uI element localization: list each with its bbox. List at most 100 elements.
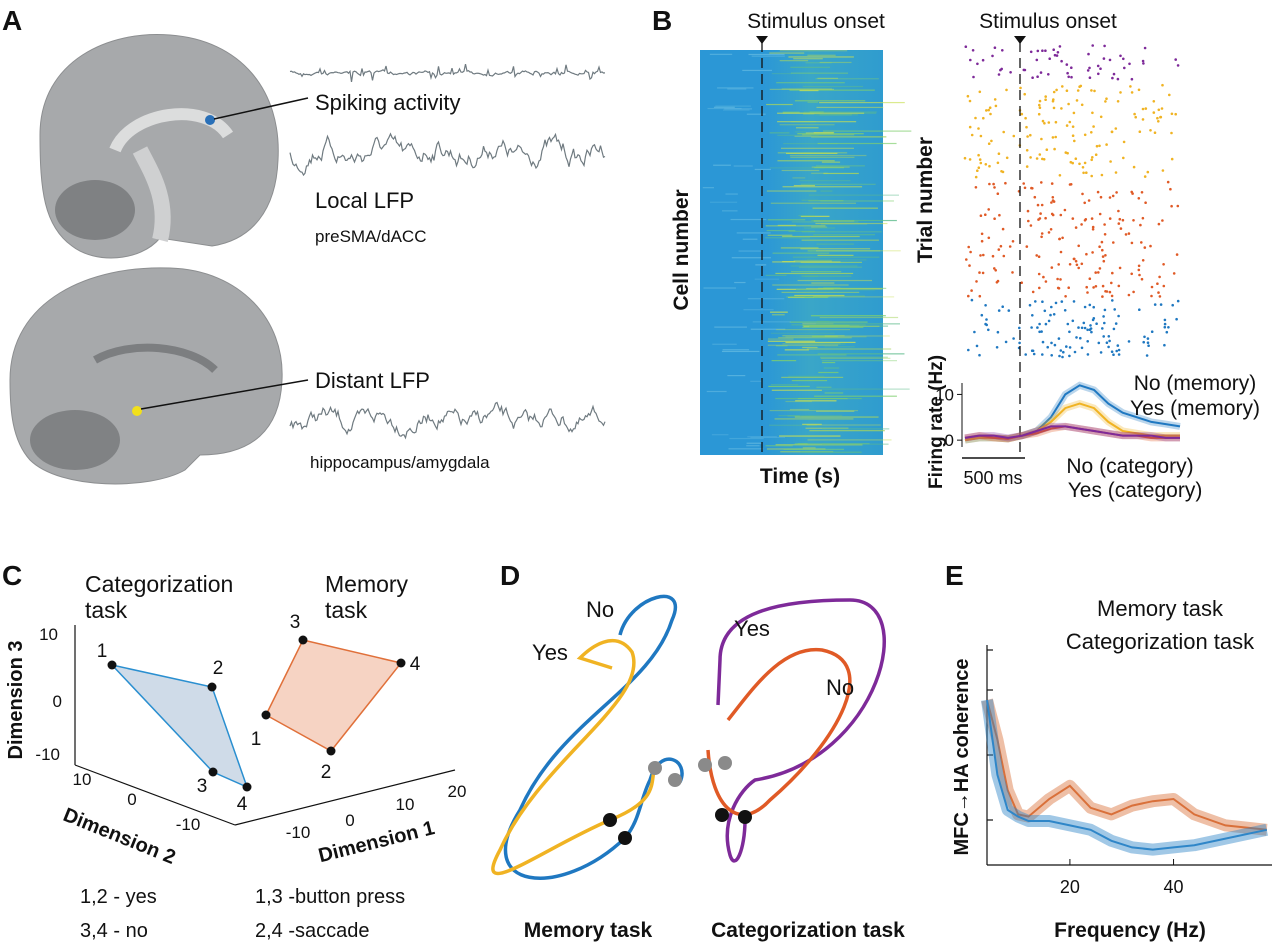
spike-dot (985, 318, 988, 321)
spike-dot (1085, 285, 1088, 289)
heatmap-streak (734, 281, 746, 284)
spike-dot (1152, 111, 1156, 114)
spike-dot (1127, 340, 1131, 343)
spike-dot (993, 186, 996, 189)
heatmap-streak (806, 348, 892, 350)
spike-dot (1117, 348, 1121, 352)
spike-dot (972, 75, 975, 79)
heatmap-streak (816, 165, 865, 167)
spike-dot (1041, 353, 1044, 356)
heatmap-streak (712, 343, 737, 345)
heatmap-streak (811, 172, 828, 174)
spike-dot (1117, 314, 1120, 318)
spike-dot (1050, 201, 1053, 204)
spike-dot (1127, 293, 1131, 297)
heatmap-streak (755, 264, 767, 266)
spike-dot (1099, 67, 1102, 70)
spike-dot (1130, 241, 1134, 245)
spike-dot (1058, 354, 1061, 358)
heatmap-streak (811, 226, 828, 228)
spike-dot (987, 208, 990, 211)
spike-dot (979, 134, 983, 138)
legend-entry: No (category) (1066, 455, 1193, 478)
spike-dot (987, 328, 990, 332)
spike-dot (1090, 158, 1093, 162)
heatmap-streak (800, 215, 830, 217)
spike-dot (994, 269, 997, 272)
tick-label: -10 (176, 815, 201, 834)
spike-dot (1049, 228, 1053, 231)
spike-dot (1143, 335, 1146, 339)
spike-dot (1040, 330, 1043, 333)
heatmap-streak (766, 103, 793, 106)
spike-dot (1002, 130, 1005, 134)
heatmap (700, 50, 883, 455)
spike-dot (1113, 308, 1116, 311)
heatmap-streak (815, 323, 900, 325)
onset-marker (756, 36, 768, 44)
spike-dot (1146, 337, 1150, 340)
spike-dot (1080, 326, 1084, 330)
heatmap-streak (800, 343, 846, 345)
spike-dot (1030, 186, 1033, 190)
panel-label: B (652, 5, 672, 36)
heatmap-streak (817, 353, 905, 355)
spike-dot (1047, 231, 1051, 234)
spike-dot (997, 152, 1001, 155)
heatmap-streak (779, 124, 835, 126)
categorization-polygon (109, 663, 249, 789)
heatmap-streak (820, 190, 833, 192)
spike-dot (1052, 106, 1056, 110)
heatmap-streak (781, 169, 820, 172)
spike-dot (1088, 66, 1091, 70)
heatmap-streak (813, 296, 895, 298)
spike-dot (1098, 245, 1101, 248)
spike-dot (984, 304, 987, 307)
heatmap-streak (799, 180, 851, 182)
spike-dot (1075, 99, 1079, 102)
spike-dot (1042, 275, 1045, 279)
heatmap-streak (728, 448, 764, 450)
spike-dot (1020, 281, 1023, 285)
spike-dot (975, 280, 978, 283)
heatmap-streak (821, 388, 910, 390)
spike-dot (1130, 77, 1134, 81)
spike-dot (1137, 268, 1141, 272)
spike-dot (1141, 118, 1145, 121)
spike-dot (1038, 106, 1042, 109)
polygon-vertices (107, 635, 406, 792)
spike-dot (1005, 156, 1009, 160)
spike-dot (1159, 115, 1163, 119)
spike-dot (1170, 204, 1173, 208)
spike-dot (1066, 322, 1070, 326)
spike-dot (1090, 131, 1093, 134)
spike-dot (995, 281, 999, 284)
spike-dot (1057, 263, 1060, 266)
spike-dot (978, 158, 982, 161)
heatmap-streak (777, 121, 857, 123)
spike-dot (1129, 85, 1132, 88)
tick-label: 0 (345, 811, 354, 830)
spike-dot (1091, 44, 1094, 47)
spike-dot (1081, 192, 1084, 196)
spike-dot (1067, 286, 1070, 290)
spike-dot (1077, 266, 1080, 270)
heatmap-streak (770, 332, 835, 334)
heatmap-streak (795, 400, 837, 402)
trajectory-label: Yes (532, 640, 568, 665)
spike-dot (1134, 115, 1137, 119)
note: 2,4 -saccade (255, 920, 370, 942)
memory-polygon (265, 639, 403, 752)
heatmap-streak (768, 385, 810, 388)
heatmap-streak (746, 445, 760, 447)
spike-dot (966, 94, 970, 98)
spike-dot (990, 139, 993, 143)
spike-dot (1055, 54, 1059, 57)
heatmap-streak (817, 254, 854, 256)
heatmap-streak (795, 127, 819, 129)
spike-dot (1035, 157, 1039, 160)
spike-dot (1090, 217, 1094, 220)
spike-dot (1038, 330, 1041, 334)
spike-dot (1061, 355, 1064, 359)
